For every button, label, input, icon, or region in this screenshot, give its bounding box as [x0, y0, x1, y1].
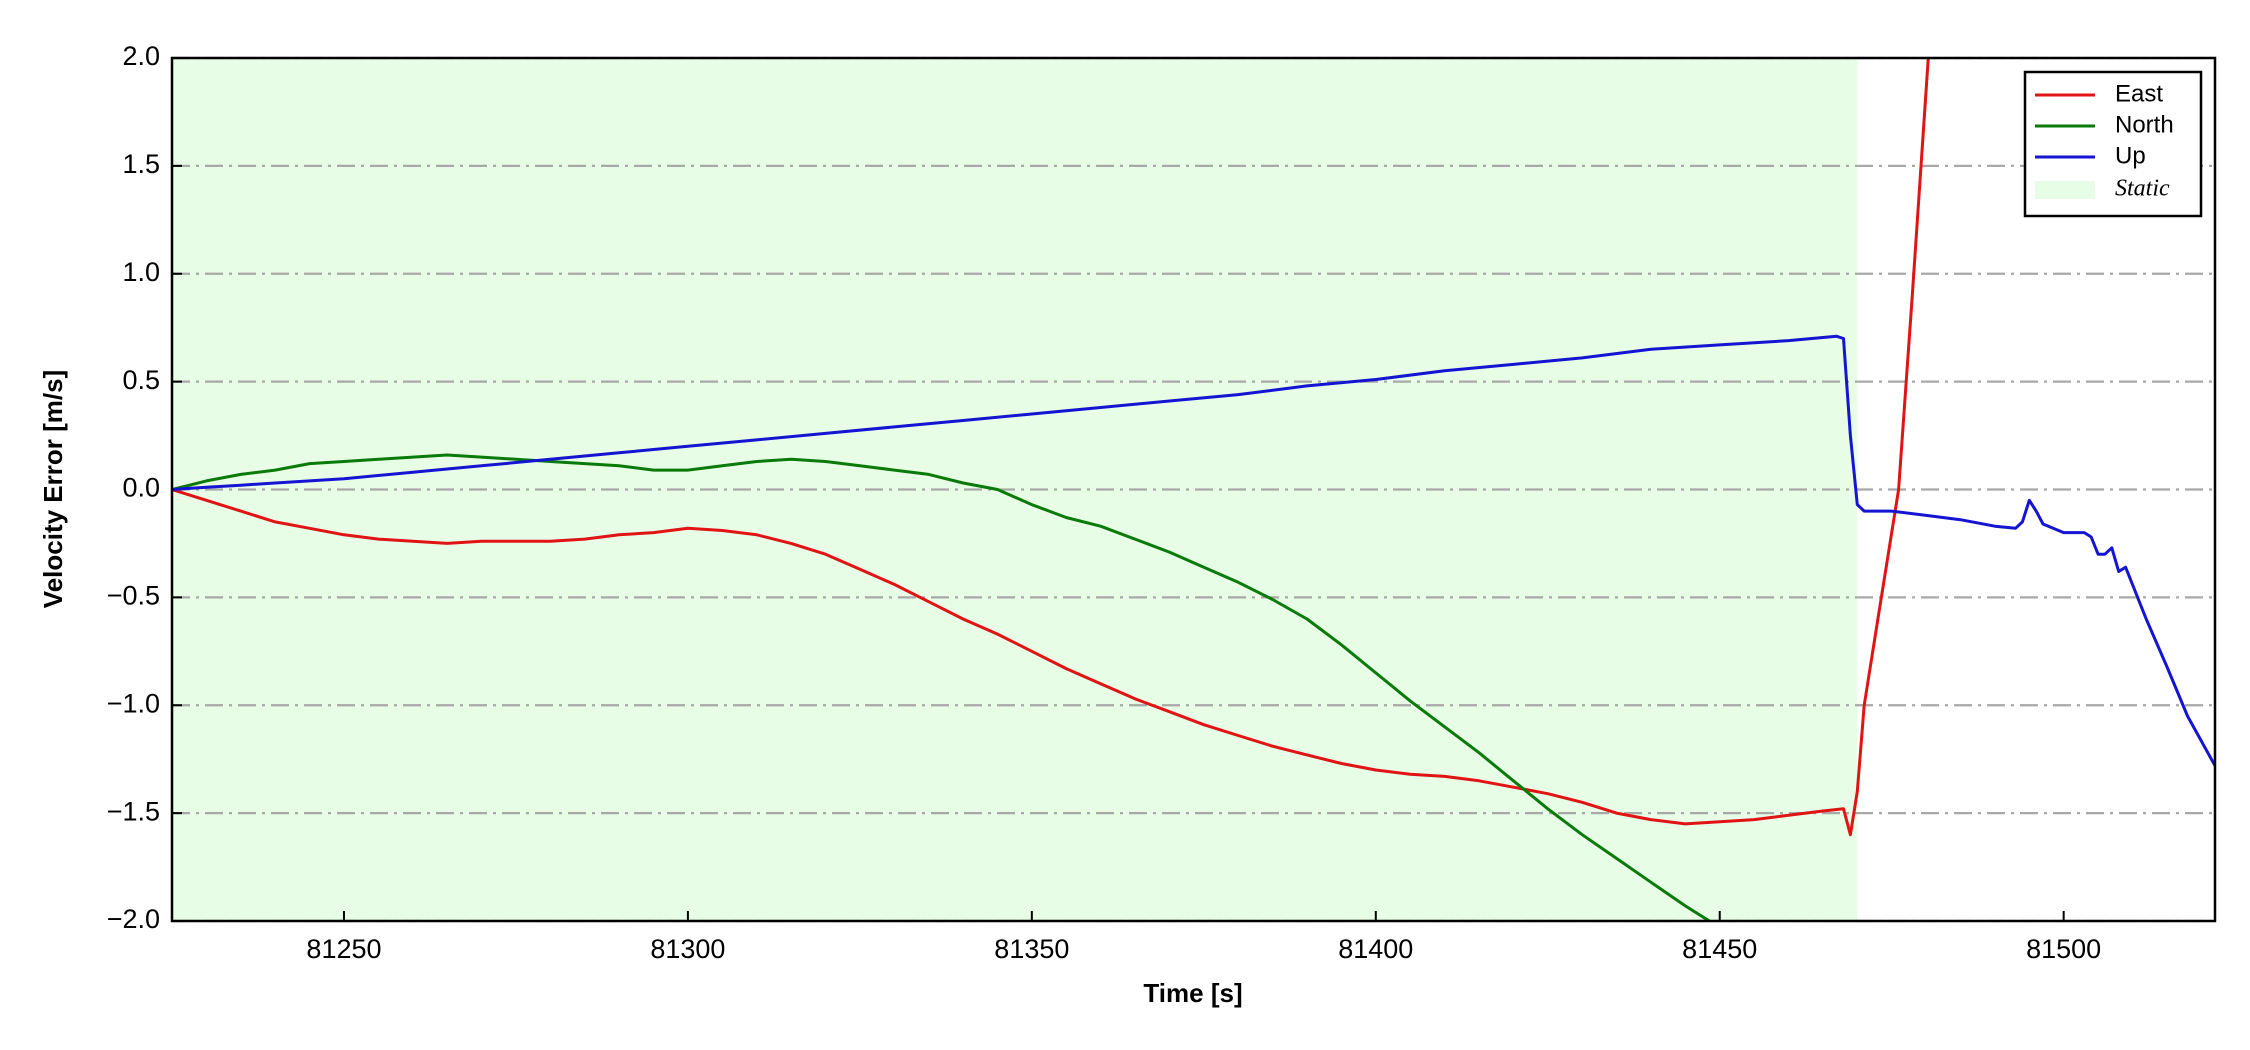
x-tick-label: 81400: [1338, 934, 1413, 964]
x-axis-label: Time [s]: [1143, 978, 1242, 1008]
y-tick-label: 1.0: [122, 257, 160, 287]
plot-lines: [172, 58, 2215, 921]
plot-frame: [170, 56, 2217, 923]
x-tick-label: 81250: [306, 934, 381, 964]
y-tick-label: −2.0: [107, 904, 160, 934]
data-line: [172, 334, 2215, 767]
x-tick-label: 81450: [1682, 934, 1757, 964]
y-tick-label: −0.5: [107, 581, 160, 611]
y-tick-label: 1.5: [122, 149, 160, 179]
legend-label: East: [2115, 80, 2163, 107]
y-tick-label: −1.5: [107, 796, 160, 826]
data-line: [172, 58, 1930, 837]
y-tick-label: 2.0: [122, 41, 160, 71]
y-tick-label: 0.5: [122, 365, 160, 395]
x-tick-label: 81350: [994, 934, 1069, 964]
legend-label: Up: [2115, 142, 2146, 169]
y-tick-label: 0.0: [122, 473, 160, 503]
data-line: [172, 453, 1713, 921]
legend-swatch: [2035, 181, 2095, 199]
x-tick-label: 81500: [2026, 934, 2101, 964]
y-axis-label: Velocity Error [m/s]: [38, 370, 68, 608]
legend-label: North: [2115, 111, 2174, 138]
x-tick-label: 81300: [650, 934, 725, 964]
y-tick-label: −1.0: [107, 688, 160, 718]
legend-label: Static: [2115, 176, 2170, 202]
